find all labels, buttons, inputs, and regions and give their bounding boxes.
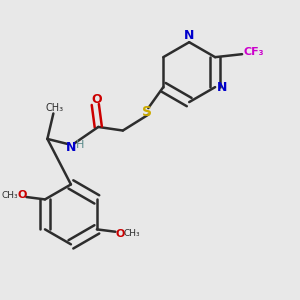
Text: O: O bbox=[17, 190, 27, 200]
Text: S: S bbox=[142, 105, 152, 119]
Text: CH₃: CH₃ bbox=[46, 103, 64, 113]
Text: H: H bbox=[76, 140, 84, 150]
Text: CH₃: CH₃ bbox=[1, 191, 18, 200]
Text: N: N bbox=[184, 29, 194, 42]
Text: CH₃: CH₃ bbox=[124, 229, 140, 238]
Text: O: O bbox=[115, 229, 124, 238]
Text: CF₃: CF₃ bbox=[243, 47, 264, 57]
Text: N: N bbox=[65, 140, 76, 154]
Text: O: O bbox=[92, 93, 102, 106]
Text: N: N bbox=[217, 81, 227, 94]
